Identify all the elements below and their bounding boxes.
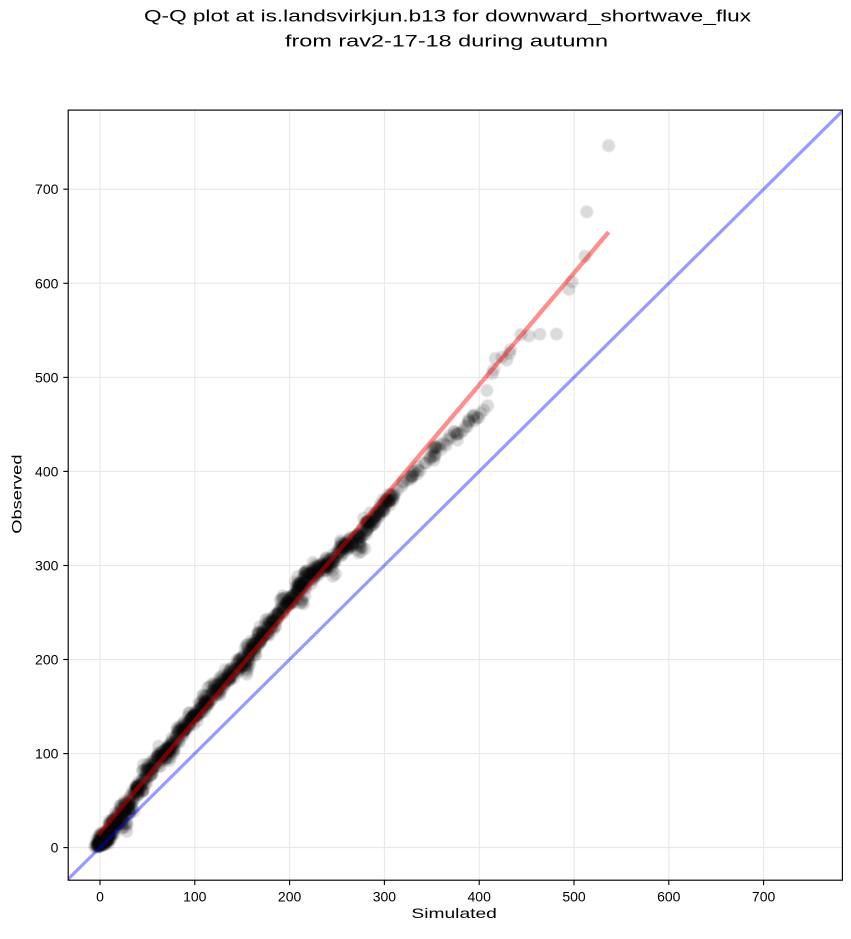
svg-text:from rav2-17-18 during autumn: from rav2-17-18 during autumn <box>285 32 608 51</box>
svg-text:Simulated: Simulated <box>411 905 497 921</box>
svg-text:200: 200 <box>35 652 59 668</box>
svg-text:300: 300 <box>35 558 59 574</box>
svg-text:500: 500 <box>35 369 59 385</box>
svg-text:400: 400 <box>35 463 59 479</box>
svg-text:200: 200 <box>278 888 302 904</box>
svg-text:0: 0 <box>96 888 104 904</box>
svg-text:Q-Q plot at is.landsvirkjun.b1: Q-Q plot at is.landsvirkjun.b13 for down… <box>144 7 752 26</box>
svg-text:100: 100 <box>183 888 207 904</box>
svg-text:600: 600 <box>35 275 59 291</box>
svg-text:600: 600 <box>657 888 681 904</box>
svg-text:400: 400 <box>468 888 492 904</box>
svg-text:300: 300 <box>373 888 397 904</box>
svg-text:0: 0 <box>51 840 59 856</box>
svg-text:100: 100 <box>35 746 59 762</box>
svg-text:700: 700 <box>35 181 59 197</box>
svg-text:Observed: Observed <box>9 455 25 534</box>
svg-text:500: 500 <box>562 888 586 904</box>
svg-text:700: 700 <box>752 888 776 904</box>
